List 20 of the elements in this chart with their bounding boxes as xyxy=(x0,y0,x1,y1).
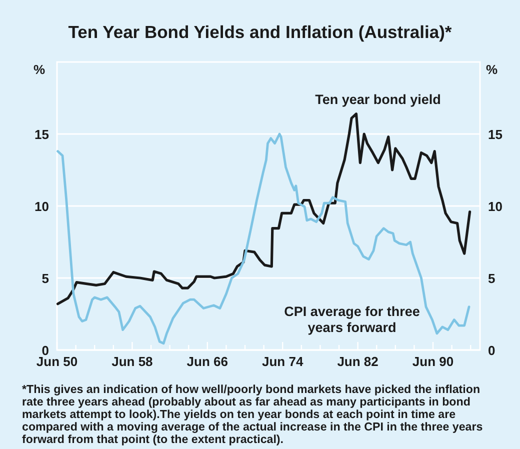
line-series xyxy=(56,132,470,345)
x-tick-label: Jun 58 xyxy=(112,354,153,369)
x-tick-label: Jun 82 xyxy=(337,354,378,369)
x-tick-label: Jun 66 xyxy=(186,354,228,369)
y-axis-title: % xyxy=(33,62,46,77)
y-tick-label: 5 xyxy=(42,271,49,286)
x-tick-label: Jun 90 xyxy=(412,354,454,369)
series-label: CPI average for three years forward xyxy=(284,304,420,335)
text: *This gives an indication of how well/poorly bond markets have picked the inflation rate three years ahead (probably about as far ahead as many participants in bond markets attempt to look).The yields on ten year bonds at each point in time are compared with a moving average of the actual increase in the CPI in the three years forward from that point (to the extent practical). xyxy=(22,383,483,446)
line-series xyxy=(56,112,472,306)
chart-title: Ten Year Bond Yields and Inflation (Australia)* xyxy=(68,22,452,42)
series-label: Ten year bond yield xyxy=(315,92,441,107)
y2-axis-title: % xyxy=(486,62,498,77)
y-tick-label: 10 xyxy=(34,199,49,214)
y-tick-label: 15 xyxy=(34,127,49,142)
x-tick-label: Jun 74 xyxy=(262,354,304,369)
y2-tick-label: 10 xyxy=(488,199,502,214)
y2-tick-label: 0 xyxy=(488,343,496,358)
y2-tick-label: 15 xyxy=(488,127,502,142)
y2-tick-label: 5 xyxy=(488,271,496,286)
